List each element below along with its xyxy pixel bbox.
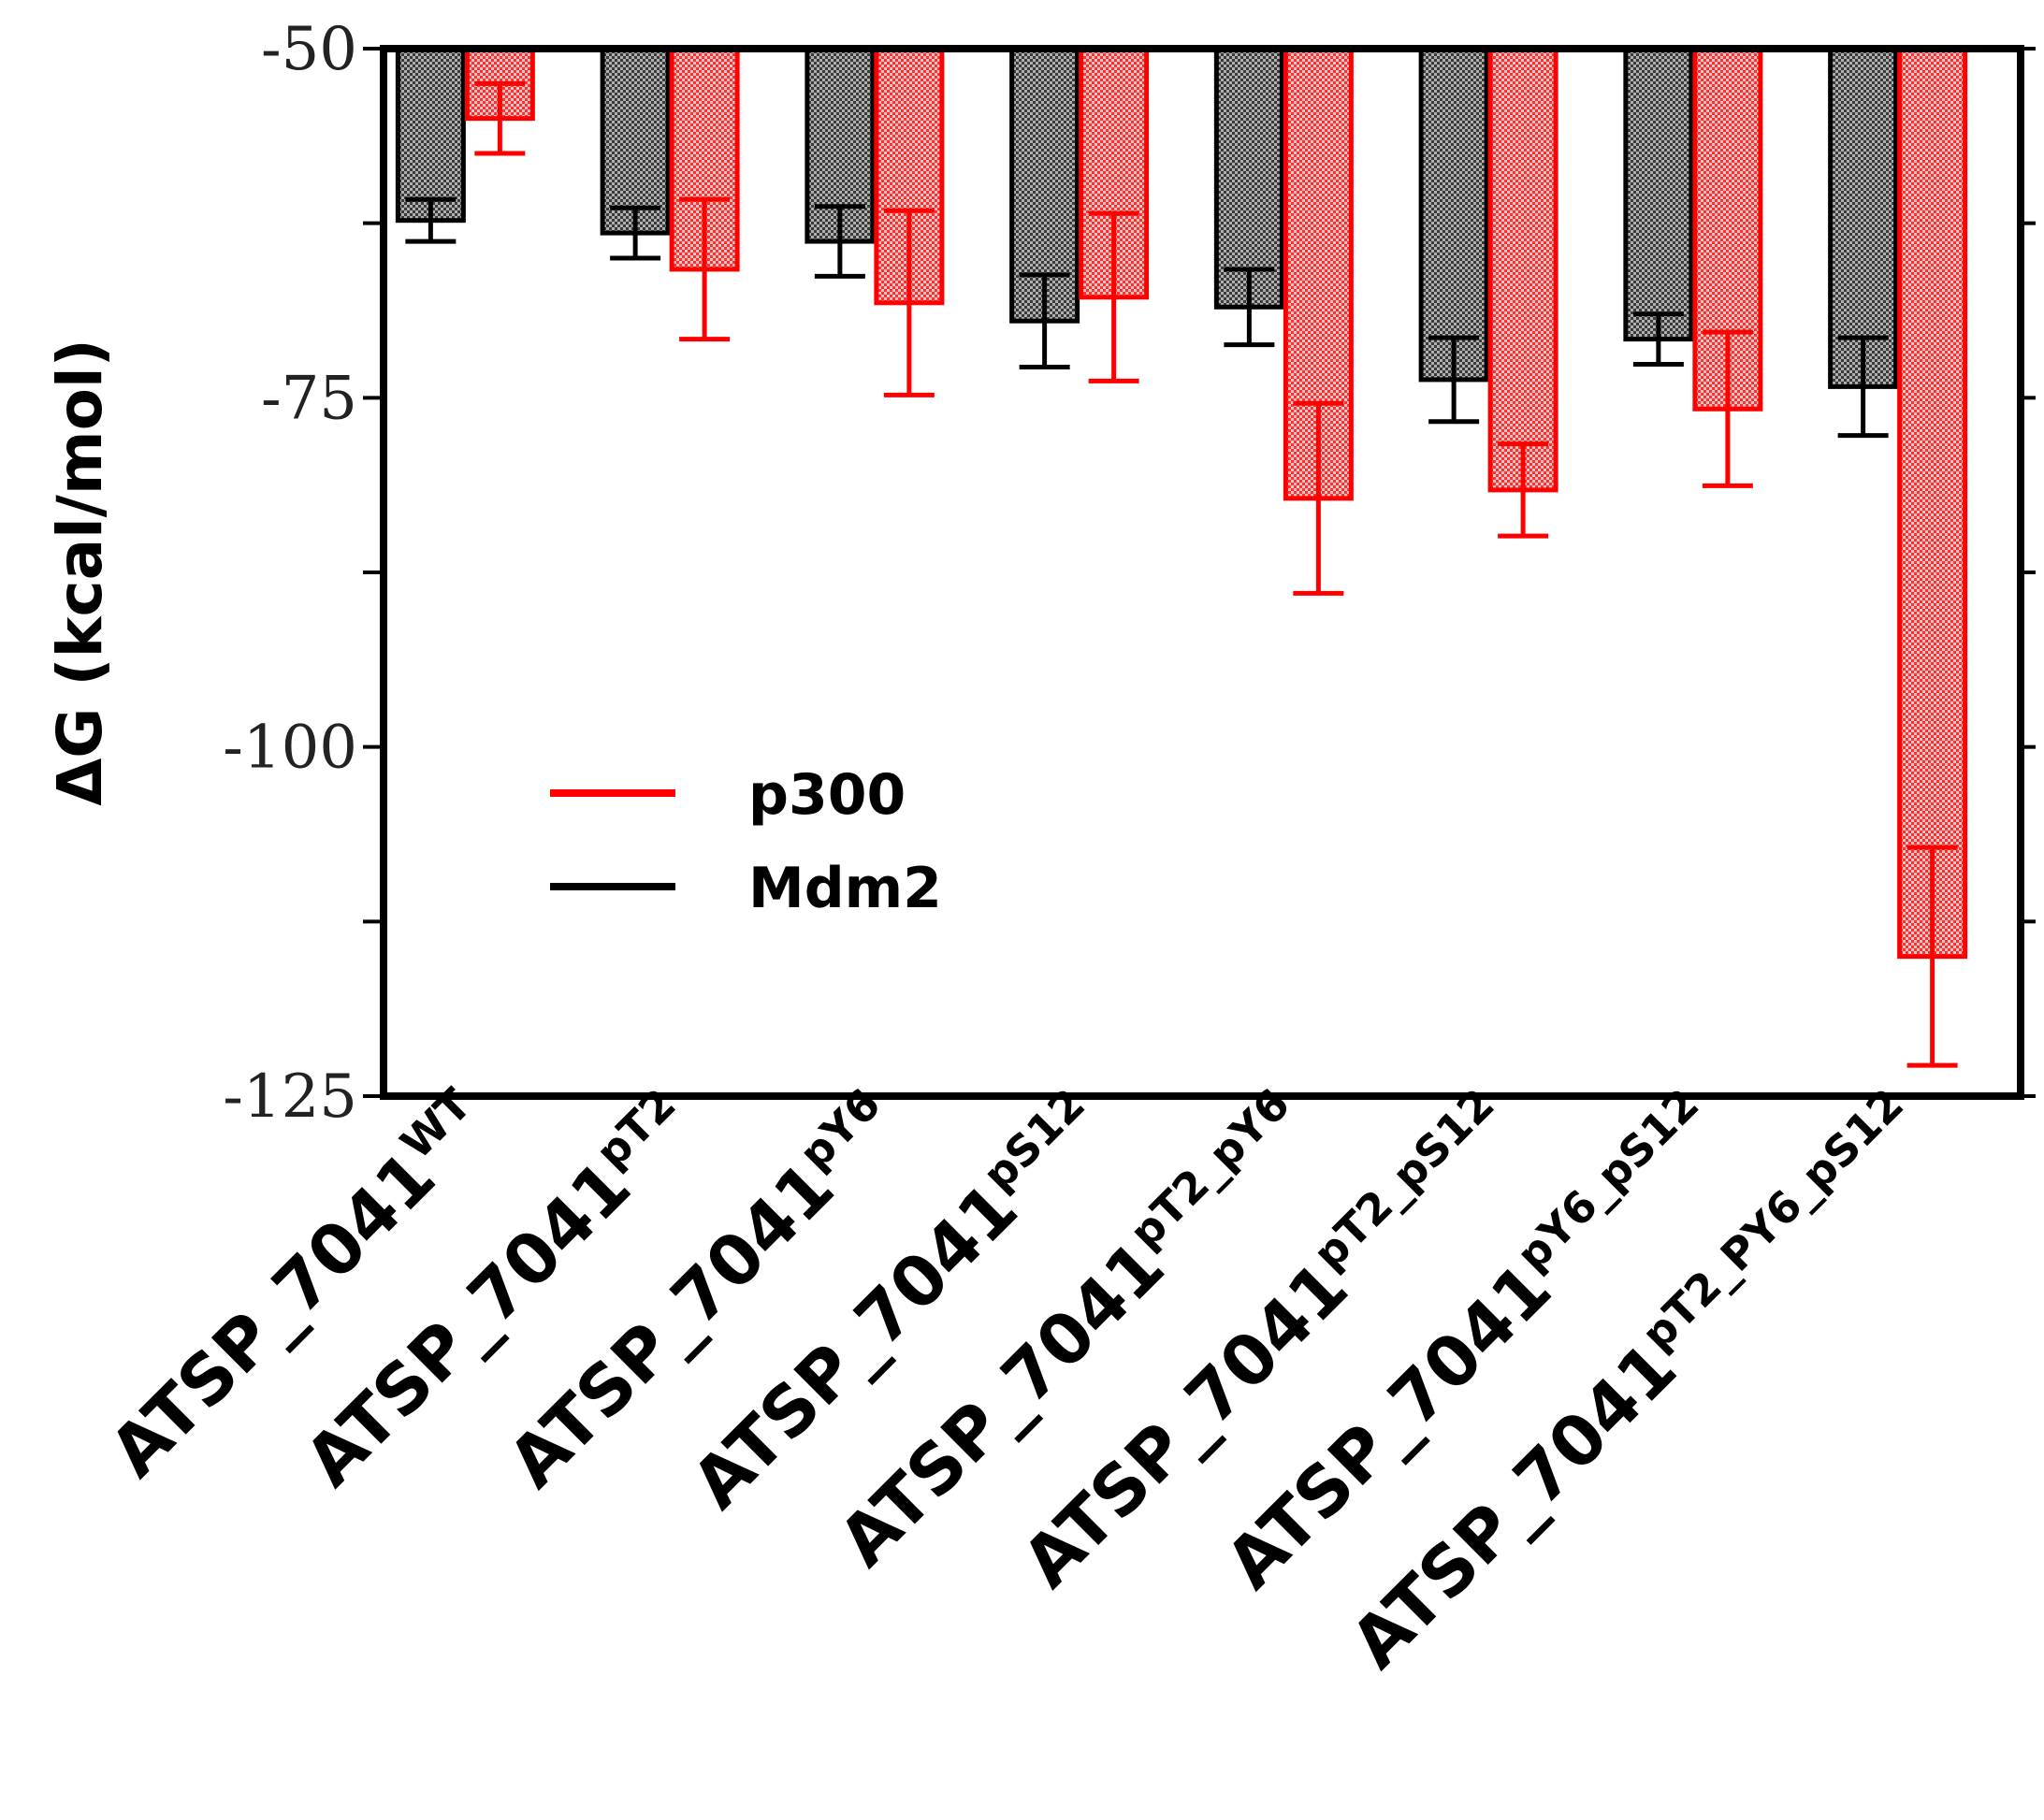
y-tick-labels: -50 -75 -100 -125 <box>223 15 357 1132</box>
legend-label-mdm2: Mdm2 <box>748 856 942 921</box>
y-tick-label: -50 <box>261 15 357 84</box>
error-bar-mdm2-2 <box>610 205 661 261</box>
error-bars-layer <box>405 80 1958 1068</box>
bars-layer <box>395 46 1968 960</box>
x-tick-labels: ATSP_7041WTATSP_7041pT2ATSP_7041pY6ATSP_… <box>92 1078 1913 1683</box>
error-bar-p300-1 <box>474 80 526 156</box>
y-tick-label: -100 <box>223 714 357 783</box>
error-bar-p300-6 <box>1498 441 1549 539</box>
error-bar-p300-2 <box>679 196 731 342</box>
legend: p300 Mdm2 <box>550 762 942 921</box>
bar-p300-6 <box>1487 46 1558 493</box>
bar-mdm2-7 <box>1623 46 1694 342</box>
error-bar-p300-4 <box>1088 210 1139 383</box>
bar-mdm2-2 <box>600 46 671 236</box>
bar-mdm2-6 <box>1418 46 1489 383</box>
error-bar-p300-3 <box>883 208 935 397</box>
error-bar-mdm2-3 <box>814 204 865 279</box>
y-ticks-layer <box>363 47 2036 1098</box>
legend-label-p300: p300 <box>748 762 906 828</box>
error-bar-mdm2-1 <box>405 196 457 244</box>
error-bar-p300-5 <box>1293 400 1344 596</box>
error-bar-mdm2-7 <box>1632 311 1684 367</box>
y-tick-label: -75 <box>261 364 357 433</box>
error-bar-p300-8 <box>1906 845 1958 1068</box>
x-tick-label-1: ATSP_7041WT <box>92 1078 506 1493</box>
y-tick-label: -125 <box>223 1062 357 1132</box>
bar-p300-8 <box>1897 46 1968 960</box>
bar-mdm2-8 <box>1828 46 1899 389</box>
error-bar-mdm2-5 <box>1224 267 1275 348</box>
error-bar-mdm2-6 <box>1428 335 1480 425</box>
error-bar-mdm2-4 <box>1019 272 1070 369</box>
error-bar-mdm2-8 <box>1837 335 1889 439</box>
y-axis-title: ΔG (kcal/mol) <box>44 339 116 806</box>
error-bar-p300-7 <box>1702 329 1753 488</box>
bar-mdm2-1 <box>395 46 466 224</box>
